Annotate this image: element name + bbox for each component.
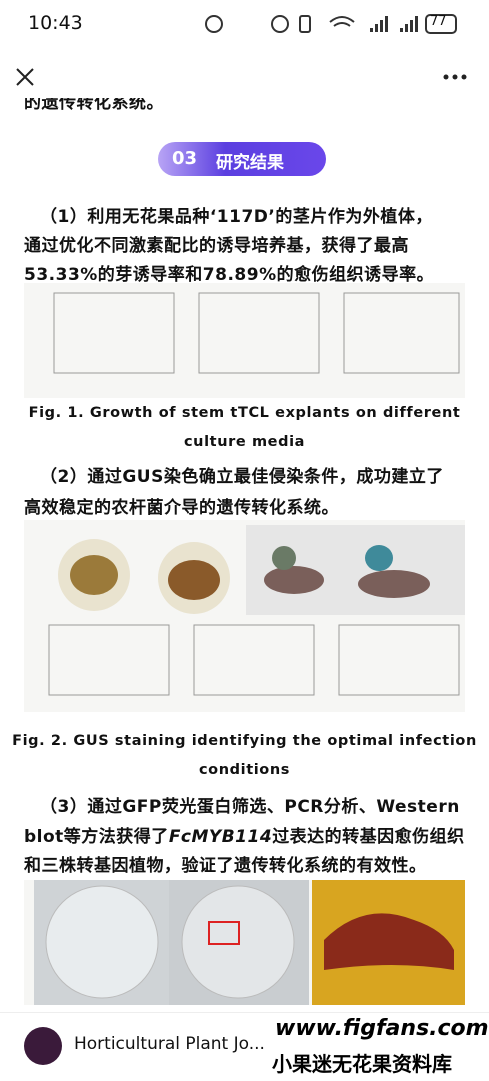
paragraph-line: （1）利用无花果品种‘117D’的茎片作为外植体，: [40, 202, 433, 227]
battery-level: 77: [430, 14, 447, 29]
figure-caption: Fig. 1. Growth of stem tTCL explants on …: [28, 405, 461, 421]
paragraph-line: 和三株转基因植物，验证了遗传转化系统的有效性。: [24, 851, 427, 876]
account-name[interactable]: Horticultural Plant Jo...: [74, 1034, 265, 1054]
text-run: blot等方法获得了: [24, 827, 169, 847]
text-run: FcMYB114: [168, 827, 273, 847]
watermark-text: 小果迷无花果资料库: [272, 1052, 452, 1076]
figure-caption: Fig. 2. GUS staining identifying the opt…: [12, 733, 477, 749]
text-run: 通过优化不同激素配比的诱导培养基，获得了最高: [24, 236, 409, 256]
clipped-line: 的遗传转化系统。: [24, 98, 164, 112]
clip: 的遗传转化系统。: [0, 98, 489, 112]
text-run: 和三株转基因植物，验证了遗传转化系统的有效性。: [24, 856, 427, 876]
text-run: 过表达的转基因愈伤组织: [272, 827, 465, 847]
paragraph-line: （3）通过GFP荧光蛋白筛选、PCR分析、Western: [40, 792, 460, 817]
text-run: 53.33%的芽诱导率和78.89%的愈伤组织诱导率。: [24, 265, 435, 285]
figure-caption: culture media: [183, 434, 306, 450]
account-avatar[interactable]: [24, 1027, 62, 1065]
figure-3: [24, 880, 465, 1005]
footer-bar: [0, 1012, 489, 1081]
text-run: 高效稳定的农杆菌介导的遗传转化系统。: [24, 498, 339, 518]
watermark-url: www.figfans.com: [275, 1016, 489, 1041]
paragraph-line: 53.33%的芽诱导率和78.89%的愈伤组织诱导率。: [24, 260, 434, 285]
paragraph-line: blot等方法获得了FcMYB114过表达的转基因愈伤组织: [24, 822, 465, 847]
figure-2: [24, 520, 465, 712]
figure-caption: conditions: [198, 762, 291, 778]
close-button[interactable]: [14, 66, 36, 88]
section-title: 研究结果: [216, 153, 284, 173]
section-number: 03: [172, 148, 198, 169]
status-time: 10:43: [28, 12, 83, 34]
text-run: （1）利用无花果品种‘117D’的茎片作为外植体，: [40, 207, 433, 227]
figure-1: [24, 283, 465, 398]
paragraph-line: 通过优化不同激素配比的诱导培养基，获得了最高: [24, 231, 409, 256]
text-run: （3）通过GFP荧光蛋白筛选、PCR分析、Western: [40, 797, 460, 817]
section-header: 03 研究结果: [158, 142, 326, 176]
status-icons: [205, 14, 457, 34]
paragraph-line: （2）通过GUS染色确立最佳侵染条件，成功建立了: [40, 462, 444, 487]
more-button[interactable]: [442, 72, 468, 82]
text-run: （2）通过GUS染色确立最佳侵染条件，成功建立了: [40, 467, 444, 487]
paragraph-line: 高效稳定的农杆菌介导的遗传转化系统。: [24, 493, 339, 518]
